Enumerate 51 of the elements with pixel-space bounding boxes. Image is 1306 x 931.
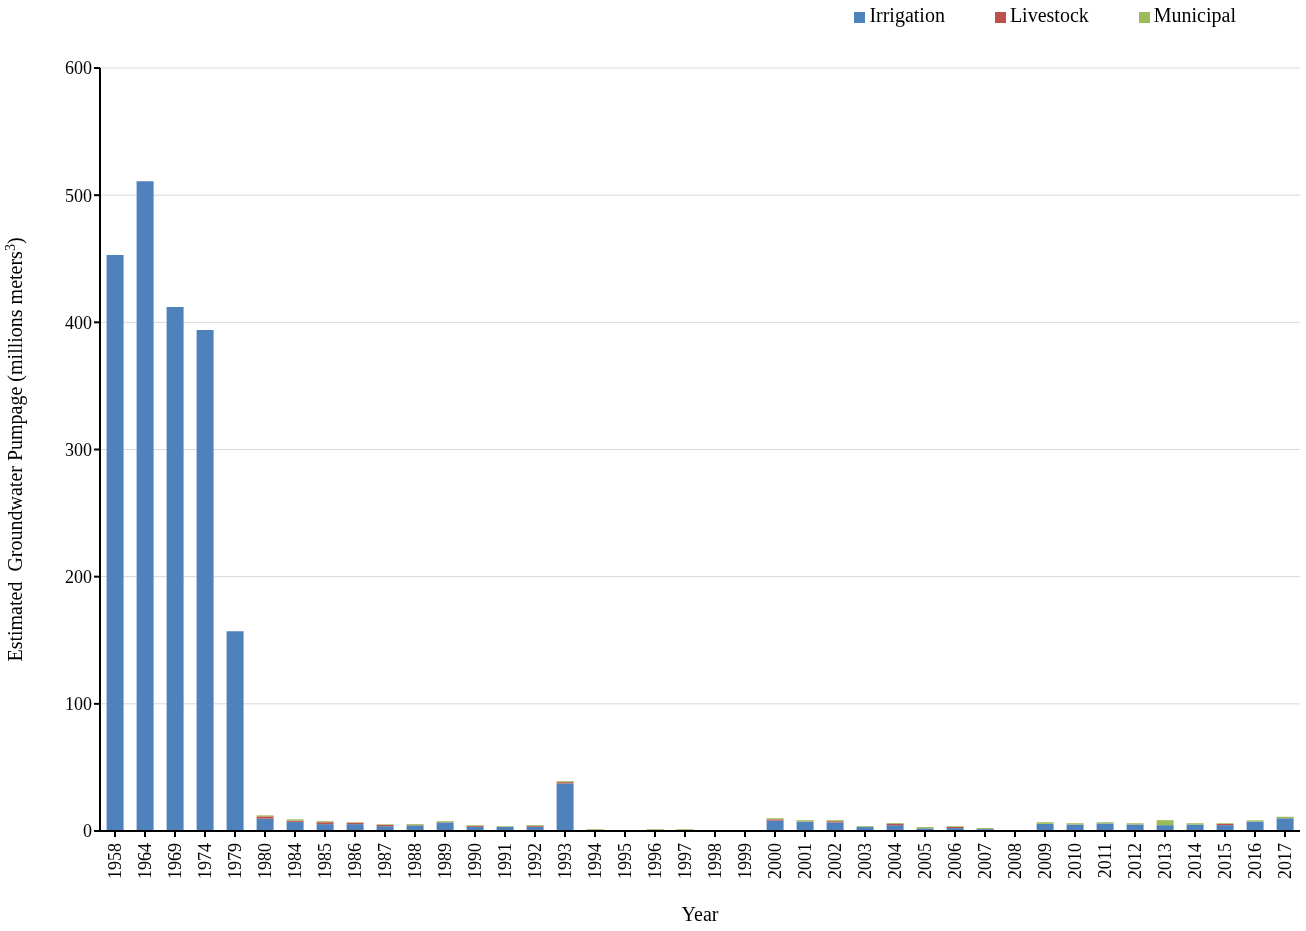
x-tick-label: 2008 [1005, 843, 1025, 879]
x-tick-label: 1994 [585, 843, 605, 879]
x-tick-label: 1974 [195, 843, 215, 879]
x-tick-label: 1993 [555, 843, 575, 879]
legend-label: Irrigation [869, 4, 945, 26]
x-tick-label: 2017 [1275, 843, 1295, 879]
x-tick-label: 1997 [675, 843, 695, 879]
x-tick-label: 1988 [405, 843, 425, 879]
x-tick-label: 2004 [885, 843, 905, 879]
x-tick-label: 1986 [345, 843, 365, 879]
x-tick-label: 1979 [225, 843, 245, 879]
x-tick-label: 1992 [525, 843, 545, 879]
y-tick-label: 0 [83, 821, 92, 842]
legend-label: Municipal [1153, 4, 1236, 26]
y-tick-label: 100 [65, 694, 92, 715]
x-tick-label: 2015 [1215, 843, 1235, 879]
x-tick-label: 1984 [285, 843, 305, 879]
x-tick-label: 1990 [465, 843, 485, 879]
x-tick-label: 2009 [1035, 843, 1055, 879]
x-tick-label: 2002 [825, 843, 845, 879]
x-tick-label: 1969 [165, 843, 185, 879]
y-tick-label: 300 [65, 439, 92, 460]
x-tick-label: 1998 [705, 843, 725, 879]
x-axis-title: Year [681, 903, 719, 925]
x-tick-label: 2013 [1155, 843, 1175, 879]
y-tick-label: 400 [65, 312, 92, 333]
y-tick-label: 600 [65, 58, 92, 79]
x-tick-label: 2001 [795, 843, 815, 879]
x-tick-label: 1991 [495, 843, 515, 879]
x-tick-label: 1989 [435, 843, 455, 879]
x-tick-label: 2011 [1095, 843, 1115, 879]
y-tick-label: 500 [65, 185, 92, 206]
x-tick-label: 1985 [315, 843, 335, 879]
x-tick-label: 2010 [1065, 843, 1085, 879]
x-tick-label: 1995 [615, 843, 635, 879]
x-tick-label: 1964 [135, 843, 155, 879]
x-tick-label: 1996 [645, 843, 665, 879]
x-tick-label: 2006 [945, 843, 965, 879]
x-tick-label: 2014 [1185, 843, 1205, 879]
legend-label: Livestock [1009, 4, 1089, 26]
x-tick-label: 2000 [765, 843, 785, 879]
x-tick-label: 2007 [975, 843, 995, 879]
x-tick-label: 1958 [105, 843, 125, 879]
x-tick-label: 1999 [735, 843, 755, 879]
x-tick-label: 2005 [915, 843, 935, 879]
x-tick-label: 2012 [1125, 843, 1145, 879]
x-tick-label: 2016 [1245, 843, 1265, 879]
y-tick-label: 200 [65, 567, 92, 588]
x-tick-label: 1980 [255, 843, 275, 879]
x-tick-label: 2003 [855, 843, 875, 879]
x-tick-label: 1987 [375, 843, 395, 879]
